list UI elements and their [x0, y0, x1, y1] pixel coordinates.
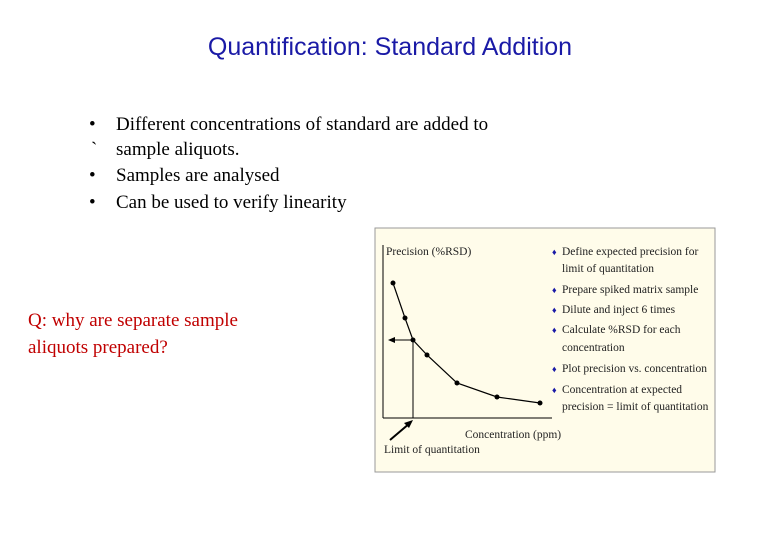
svg-text:♦: ♦ — [552, 247, 557, 257]
arrow-head — [388, 337, 395, 343]
lod-arrow — [389, 422, 411, 441]
step-text: precision = limit of quantitation — [562, 401, 709, 413]
figure: Precision (%RSD) Concentration (ppm) Lim… — [374, 227, 716, 473]
question: aliquots prepared? — [28, 337, 168, 358]
x-axis-label: Concentration (ppm) — [465, 429, 561, 441]
svg-text:♦: ♦ — [552, 325, 557, 335]
bullet-marker: • — [89, 165, 96, 186]
step-text: Prepare spiked matrix sample — [562, 284, 698, 296]
bullet-text: Different concentrations of standard are… — [116, 114, 488, 135]
bullet-text: sample aliquots. — [116, 139, 239, 160]
bullet-text: Can be used to verify linearity — [116, 192, 347, 213]
step-markers: ♦ ♦ ♦ ♦ ♦ ♦ — [552, 247, 557, 395]
step-text: Dilute and inject 6 times — [562, 304, 676, 316]
step-text: concentration — [562, 342, 625, 354]
bullet-marker: • — [89, 114, 96, 135]
bullet-marker: ` — [91, 139, 97, 160]
arrow-head — [404, 420, 413, 428]
step-text: limit of quantitation — [562, 263, 654, 275]
svg-text:♦: ♦ — [552, 305, 557, 315]
question: Q: why are separate sample — [28, 310, 238, 331]
slide-title: Quantification: Standard Addition — [208, 33, 572, 61]
step-text: Calculate %RSD for each — [562, 324, 681, 336]
svg-text:♦: ♦ — [552, 364, 557, 374]
bullet-text: Samples are analysed — [116, 165, 280, 186]
svg-text:♦: ♦ — [552, 285, 557, 295]
figure-frame — [374, 227, 716, 473]
arrow-label: Limit of quantitation — [384, 444, 480, 456]
step-text: Plot precision vs. concentration — [562, 363, 707, 375]
y-axis-label: Precision (%RSD) — [386, 246, 471, 258]
svg-text:♦: ♦ — [552, 385, 557, 395]
step-text: Concentration at expected — [562, 384, 682, 396]
bullet-marker: • — [89, 192, 96, 213]
step-text: Define expected precision for — [562, 246, 699, 258]
curve-points — [390, 280, 543, 406]
